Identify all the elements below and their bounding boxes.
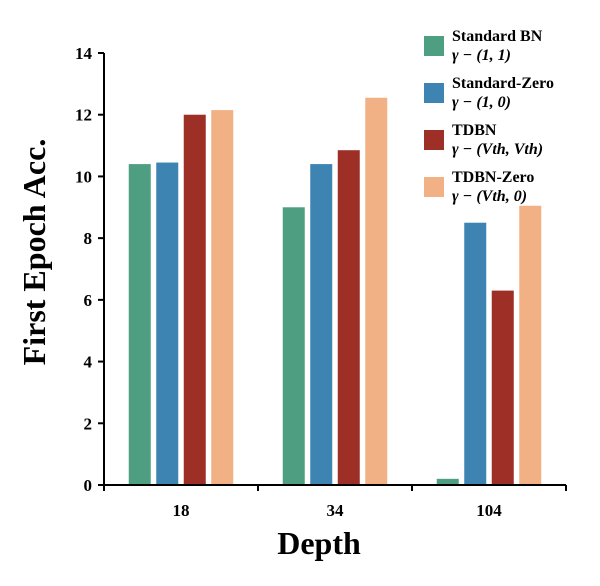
legend-formula: γ − (Vth, 0) xyxy=(452,188,527,205)
y-tick-label: 0 xyxy=(84,476,93,495)
plot-area: 0 2 4 6 8 10 12 14 18 34 104 xyxy=(75,44,567,520)
y-tick-label: 8 xyxy=(84,229,93,248)
y-tick-label: 10 xyxy=(75,167,92,186)
y-tick-label: 12 xyxy=(75,106,92,125)
y-tick-label: 4 xyxy=(84,353,93,372)
bar-standard-zero-104 xyxy=(464,222,487,485)
legend-label: TDBN xyxy=(452,122,497,139)
x-tick-label: 34 xyxy=(327,501,345,520)
bar-standard-bn-104 xyxy=(436,478,459,485)
bar-tdbn-34 xyxy=(337,150,360,485)
bar-standard-bn-18 xyxy=(128,164,151,486)
x-tick-label: 104 xyxy=(476,501,502,520)
legend-swatch xyxy=(424,83,444,103)
bar-standard-bn-34 xyxy=(282,207,305,486)
legend-label: Standard-Zero xyxy=(452,75,554,92)
bar-tdbn-18 xyxy=(183,114,206,485)
x-axis-title: Depth xyxy=(277,525,361,561)
legend-label: Standard BN xyxy=(452,28,543,45)
bar-tdbn-zero-34 xyxy=(365,97,388,485)
legend-formula: γ − (1, 1) xyxy=(452,47,511,64)
legend-formula: γ − (Vth, Vth) xyxy=(452,141,543,158)
legend-swatch xyxy=(424,36,444,56)
bar-standard-zero-18 xyxy=(156,162,179,486)
legend-label: TDBN-Zero xyxy=(452,169,534,186)
y-tick-label: 2 xyxy=(84,414,93,433)
y-axis-title: First Epoch Acc. xyxy=(16,139,52,366)
x-axis-ticks: 18 34 104 xyxy=(103,485,567,520)
bar-standard-zero-34 xyxy=(310,164,333,486)
legend: Standard BN γ − (1, 1) Standard-Zero γ − (1… xyxy=(424,28,554,205)
y-tick-label: 6 xyxy=(84,291,93,310)
y-tick-label: 14 xyxy=(75,44,93,63)
bar-tdbn-zero-104 xyxy=(519,205,542,485)
bar-tdbn-zero-18 xyxy=(211,110,234,485)
bars xyxy=(128,97,542,486)
legend-swatch xyxy=(424,177,444,197)
legend-formula: γ − (1, 0) xyxy=(452,94,511,111)
legend-swatch xyxy=(424,130,444,150)
y-axis-ticks: 0 2 4 6 8 10 12 14 xyxy=(75,44,104,495)
x-tick-label: 18 xyxy=(173,501,190,520)
bar-tdbn-104 xyxy=(491,290,514,485)
